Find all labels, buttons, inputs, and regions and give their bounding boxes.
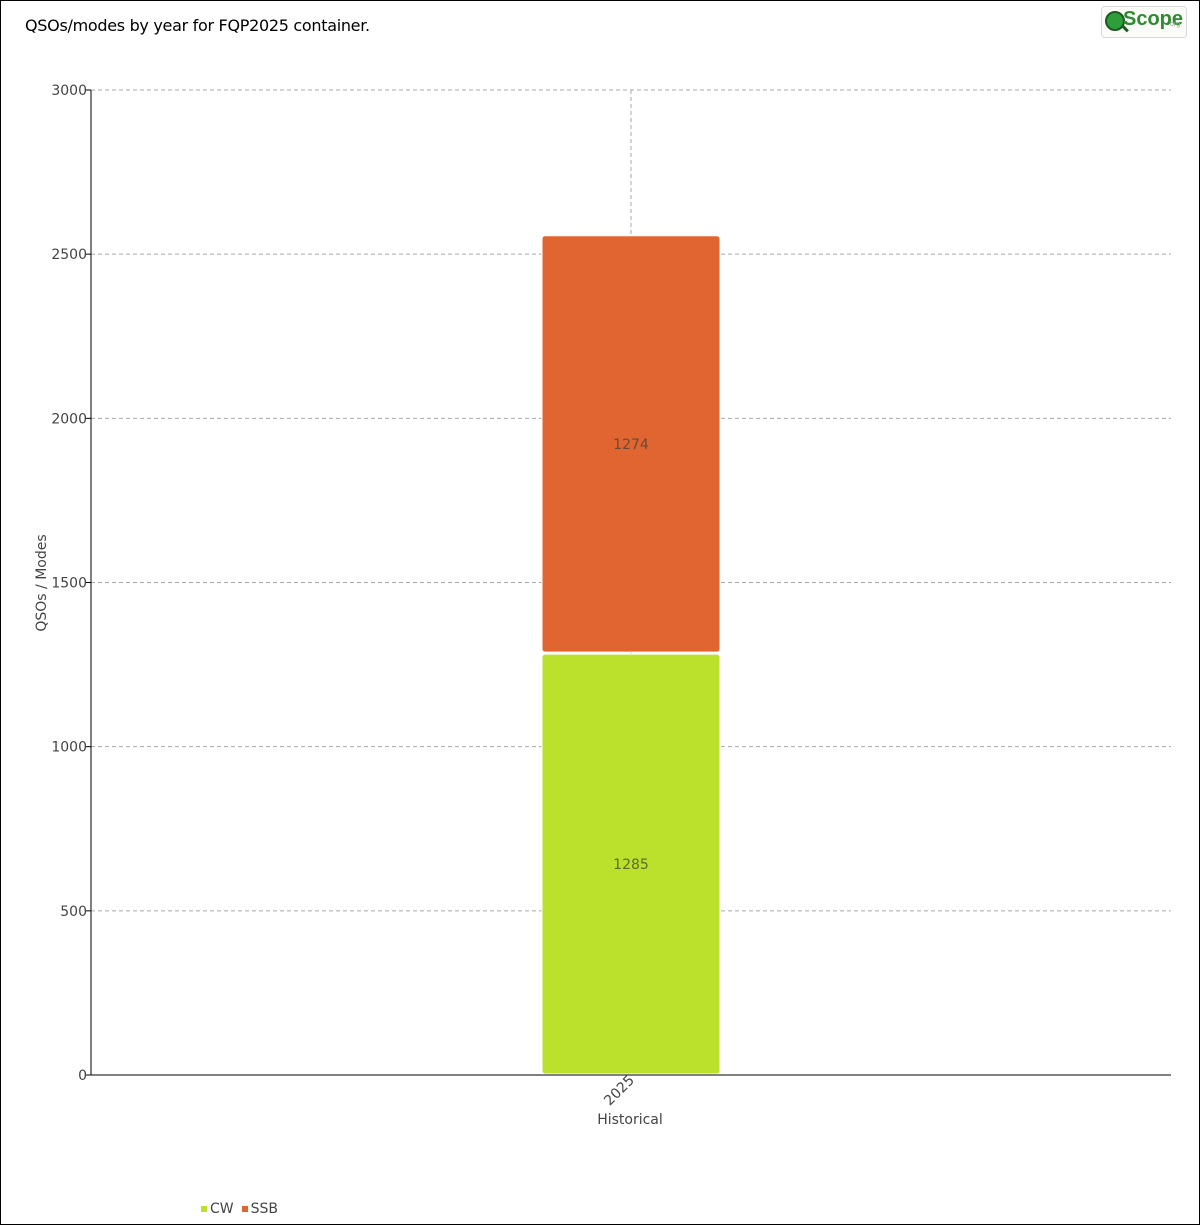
legend-swatch xyxy=(241,1206,248,1212)
logo-sub: org xyxy=(1170,21,1181,28)
x-tick-label: 2025 xyxy=(601,1073,638,1110)
data-label-ssb: 1274 xyxy=(613,437,649,453)
bar-cw-2025[interactable] xyxy=(541,653,721,1075)
chart-title: QSOs/modes by year for FQP2025 container… xyxy=(25,16,370,35)
data-labels: 1285 1274 xyxy=(613,437,649,873)
magnifier-globe-icon xyxy=(1105,11,1125,31)
legend-swatch xyxy=(201,1206,207,1212)
y-tick-label: 3000 xyxy=(51,83,87,99)
x-axis-label: Historical xyxy=(597,1112,663,1128)
legend-item-cw[interactable]: CW xyxy=(201,1201,234,1217)
legend: CW SSB xyxy=(201,1201,278,1217)
y-tick-label: 500 xyxy=(60,904,87,920)
legend-label: CW xyxy=(210,1201,234,1217)
y-tick-label: 0 xyxy=(78,1068,87,1084)
bars xyxy=(541,235,721,1075)
bar-ssb-2025[interactable] xyxy=(541,235,721,653)
qscope-logo[interactable]: Scope org xyxy=(1101,6,1187,38)
y-tick-label: 2500 xyxy=(51,247,87,263)
y-tick-label: 1000 xyxy=(51,740,87,756)
logo-text: Scope xyxy=(1123,8,1184,30)
legend-item-ssb[interactable]: SSB xyxy=(241,1201,279,1217)
y-tick-label: 1500 xyxy=(51,576,87,592)
legend-label: SSB xyxy=(250,1201,279,1217)
y-tick-label: 2000 xyxy=(51,411,87,427)
data-label-cw: 1285 xyxy=(613,857,649,873)
y-axis-label: QSOs / Modes xyxy=(34,534,50,631)
